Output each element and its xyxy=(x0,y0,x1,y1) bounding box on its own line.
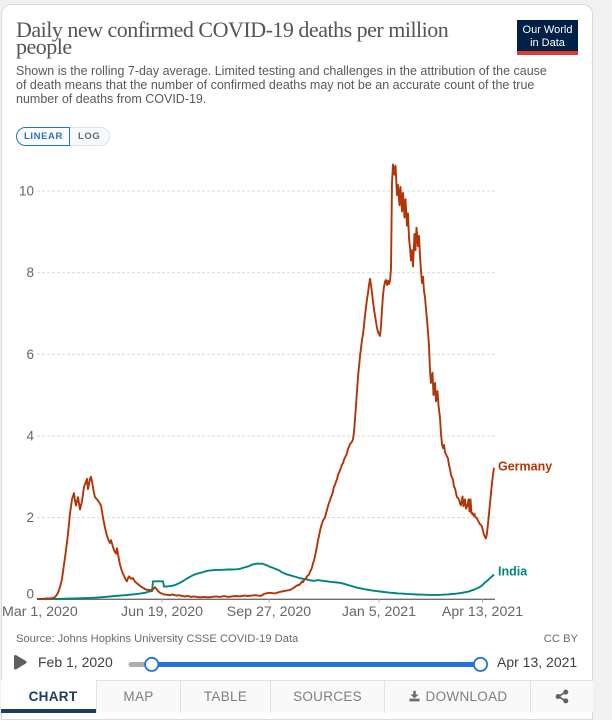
svg-text:Mar 1, 2020: Mar 1, 2020 xyxy=(2,604,78,620)
svg-text:Apr 13, 2021: Apr 13, 2021 xyxy=(442,604,523,620)
svg-text:India: India xyxy=(498,565,528,579)
svg-text:6: 6 xyxy=(26,347,34,362)
svg-text:8: 8 xyxy=(26,265,34,280)
svg-text:10: 10 xyxy=(19,184,34,199)
svg-text:4: 4 xyxy=(26,429,34,444)
svg-text:Jan 5, 2021: Jan 5, 2021 xyxy=(342,604,416,620)
svg-text:2: 2 xyxy=(26,510,34,525)
svg-text:0: 0 xyxy=(26,587,34,602)
svg-text:Jun 19, 2020: Jun 19, 2020 xyxy=(121,604,203,620)
svg-text:Sep 27, 2020: Sep 27, 2020 xyxy=(227,604,312,620)
svg-text:Germany: Germany xyxy=(498,460,552,474)
